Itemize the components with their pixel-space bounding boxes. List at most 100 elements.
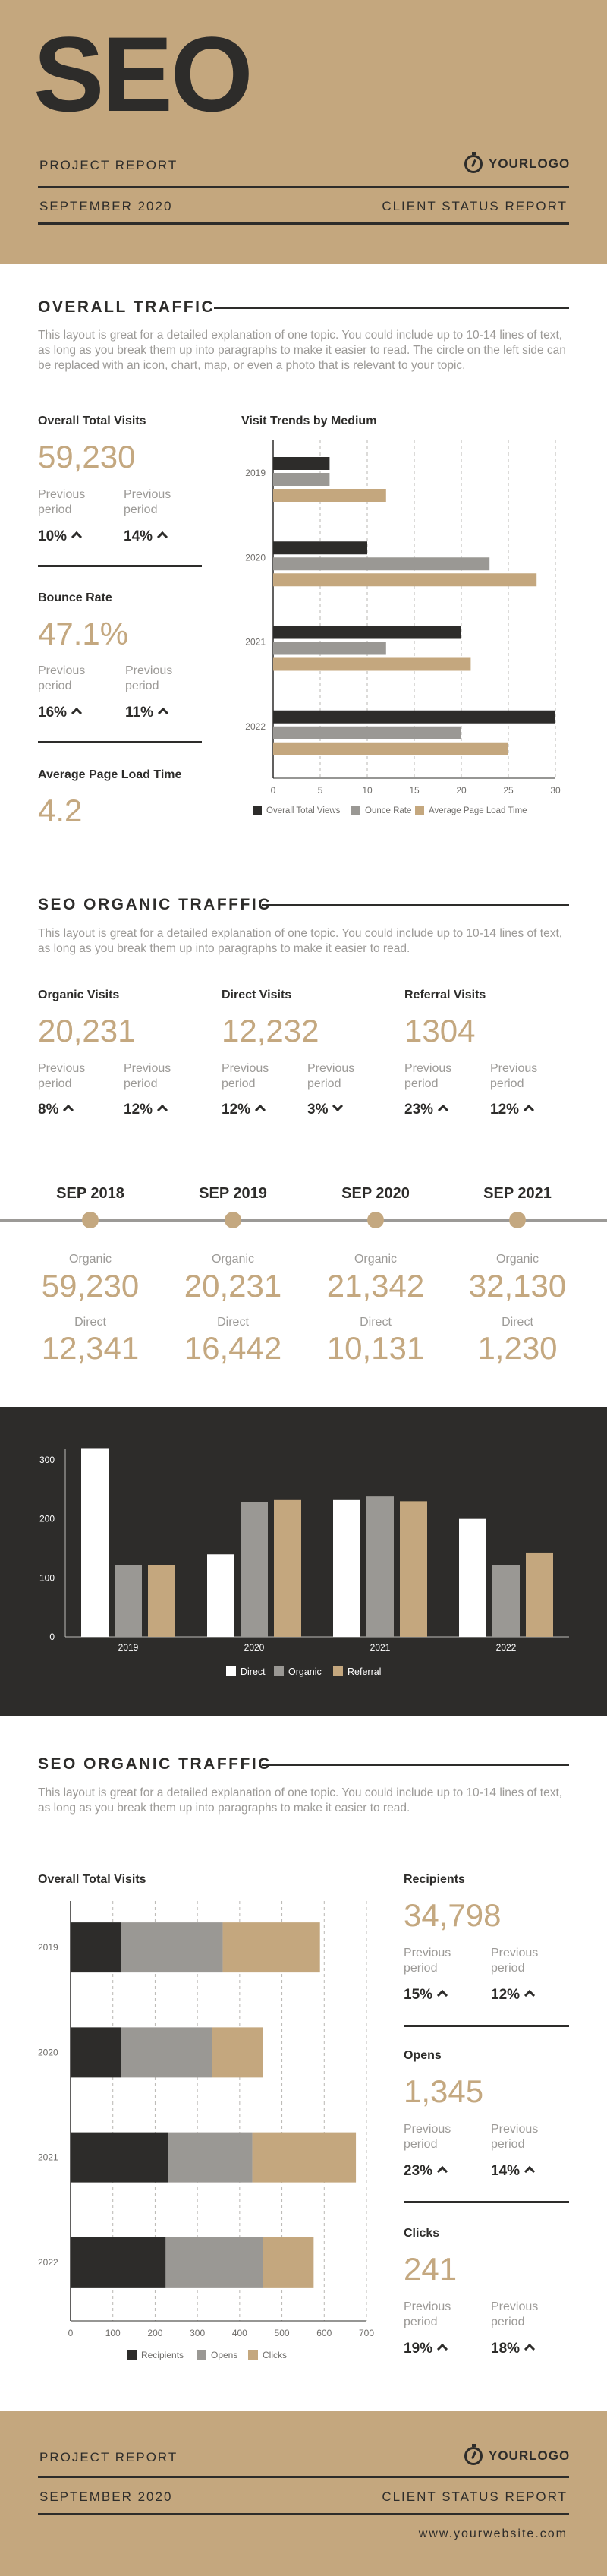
total-visits-label: Overall Total Visits [38,415,146,427]
previous-period-label: Previous period [38,664,86,692]
header-logo-text: YOURLOGO [489,156,571,171]
bar [274,1499,301,1637]
y-tick-label: 2021 [245,637,266,648]
footer-project-report: PROJECT REPORT [39,2450,178,2464]
timeline-organic-label: Organic [495,1253,539,1266]
caret-up-icon [156,531,168,543]
section-title: SEO ORGANIC TRAFFFIC [38,896,272,913]
legend-swatch [127,2350,137,2360]
x-tick-label: 10 [362,785,373,796]
card-value: 20,231 [38,1013,136,1048]
chart-title: Visit Trends by Medium [241,415,377,427]
section-title: OVERALL TRAFFIC [38,298,215,316]
bar [121,2027,212,2078]
previous-period-label: Previous period [404,2123,451,2151]
timeline-direct-label: Direct [502,1316,533,1329]
y-tick-label: 2022 [38,2257,58,2268]
timeline-direct-value: 10,131 [326,1330,425,1366]
bar [222,1922,320,1973]
caret-up-icon [437,1104,449,1116]
bar [273,642,386,655]
previous-period-label: Previous period [491,1947,539,1975]
percent-change: 15% [404,1987,448,2004]
percent-change: 19% [404,2341,448,2357]
y-tick-label: 0 [49,1632,55,1642]
recipients-label: Recipients [404,1873,465,1886]
previous-period-label: Previous period [307,1062,355,1090]
timeline-direct-label: Direct [74,1316,106,1329]
percent-change: 12% [222,1102,266,1118]
load-time-value: 4.2 [38,793,83,828]
x-tick-label: 100 [105,2328,121,2338]
stopwatch-icon [464,152,483,173]
bar [400,1501,427,1637]
x-tick-label: 0 [68,2328,74,2338]
legend-swatch [197,2350,206,2360]
bar [273,457,330,470]
caret-up-icon [523,1104,535,1116]
overall-visits-chart: 0 100 200 300 400 500 600 700 2019 2020 2021 2022 Re… [38,1901,374,2360]
bar [273,489,386,502]
header-logo: YOURLOGO [464,152,571,173]
percent-change: 14% [124,528,168,545]
timeline-organic-label: Organic [68,1253,112,1266]
visits-by-source-chart: 0 100 200 300 2019 2020 2021 2022 Direct Organic R… [39,1448,569,1677]
timeline-organic-value: 20,231 [184,1268,282,1304]
timeline-direct-value: 1,230 [477,1330,558,1366]
x-tick-label: 20 [456,785,467,796]
y-tick-label: 2021 [38,2152,58,2163]
bar [165,2237,263,2288]
previous-period-label: Previous period [38,1062,86,1090]
divider [38,741,202,743]
header-band [0,0,607,264]
percent-change: 23% [404,1102,449,1118]
x-tick-label: 500 [275,2328,290,2338]
timeline-direct-label: Direct [217,1316,249,1329]
bar [333,1499,360,1637]
bar [252,2132,357,2183]
footer-website[interactable]: www.yourwebsite.com [418,2527,568,2540]
percent-change: 16% [38,705,83,721]
section-rule [262,904,569,906]
x-tick-label: 25 [503,785,514,796]
y-tick-label: 300 [39,1455,55,1465]
bounce-rate-value: 47.1% [38,616,129,651]
timeline-organic-value: 32,130 [468,1268,567,1304]
legend-label: Referral [348,1666,381,1677]
section-rule [214,307,569,309]
timeline-dot [367,1212,384,1228]
total-visits-value: 59,230 [38,439,136,475]
previous-period-label: Previous period [125,664,173,692]
timeline-organic-label: Organic [211,1253,255,1266]
card-label: Organic Visits [38,988,120,1001]
x-tick-label: 2020 [244,1642,265,1653]
caret-up-icon [524,1989,536,2001]
timeline-line [0,1219,607,1222]
section-description: This layout is great for a detailed expl… [38,927,563,955]
bar [212,2027,263,2078]
caret-up-icon [524,2165,536,2177]
caret-up-icon [63,1104,74,1116]
bar [71,2027,121,2078]
legend-label: Organic [288,1666,322,1677]
x-tick-label: 700 [359,2328,374,2338]
timeline-organic-value: 21,342 [326,1268,425,1304]
bar [273,726,461,739]
x-tick-label: 5 [318,785,323,796]
legend-label: Opens [211,2350,237,2360]
timeline-direct-value: 12,341 [41,1330,140,1366]
footer-divider-bottom [38,2513,569,2515]
bar [71,2132,168,2183]
bar [241,1502,268,1637]
caret-up-icon [524,2343,536,2355]
bar [273,573,537,587]
percent-change: 11% [125,705,169,721]
x-tick-label: 0 [271,785,276,796]
footer-band [0,2411,607,2576]
legend-label: Ounce Rate [365,806,411,815]
caret-up-icon [436,2343,448,2355]
caret-up-icon [436,1989,448,2001]
previous-period-label: Previous period [491,2300,539,2328]
timeline-date: SEP 2020 [341,1185,410,1202]
x-tick-label: 30 [550,785,561,796]
